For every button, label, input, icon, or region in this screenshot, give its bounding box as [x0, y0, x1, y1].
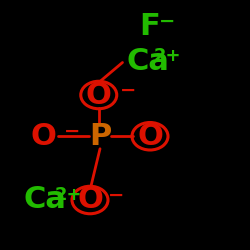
- Text: −: −: [120, 80, 136, 100]
- Text: O: O: [86, 80, 112, 110]
- Text: O: O: [77, 186, 103, 214]
- Text: 2+: 2+: [154, 47, 181, 65]
- Text: −: −: [108, 186, 124, 204]
- Text: Ca: Ca: [24, 186, 66, 214]
- Text: 2+: 2+: [54, 186, 82, 204]
- Text: Ca: Ca: [126, 47, 169, 76]
- Text: F: F: [139, 12, 160, 41]
- Text: −: −: [64, 122, 80, 141]
- Text: P: P: [89, 122, 111, 151]
- Text: O: O: [31, 122, 57, 151]
- Text: −: −: [159, 12, 175, 31]
- Text: O: O: [137, 122, 163, 151]
